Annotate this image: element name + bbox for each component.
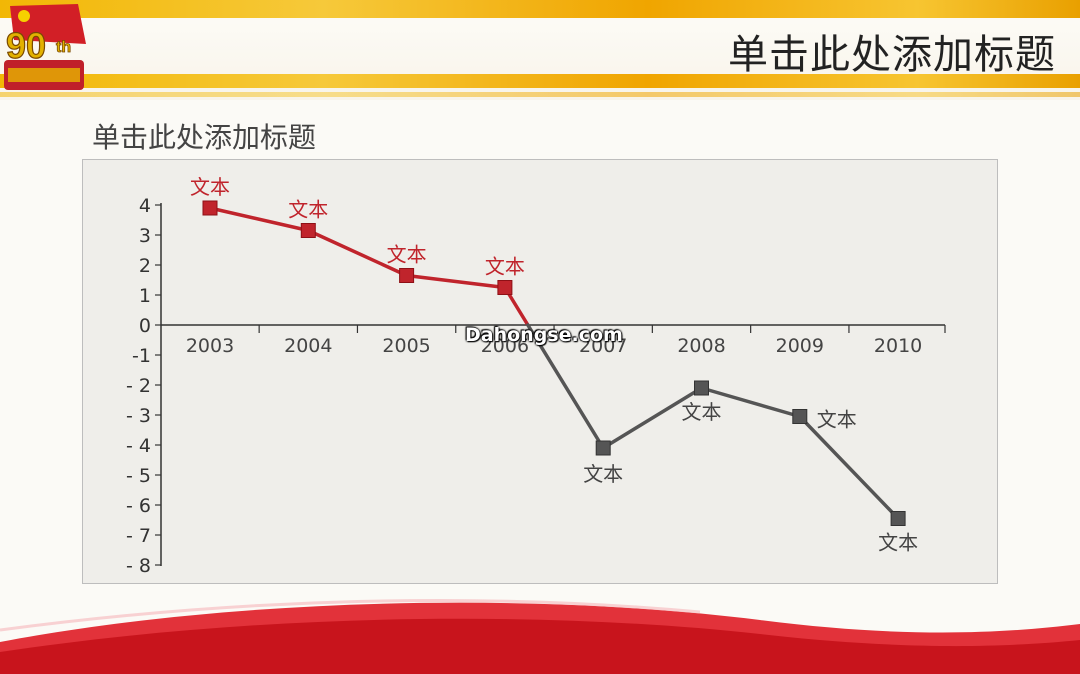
chart-area — [82, 159, 998, 584]
y-tick-label: -1 — [132, 345, 151, 367]
slide-title: 单击此处添加标题 — [92, 121, 317, 154]
svg-text:th: th — [56, 39, 71, 56]
header-stripe-thin — [0, 92, 1080, 97]
y-tick-label: - 6 — [126, 495, 151, 517]
anniversary-badge-logo: 90 th — [4, 4, 86, 90]
data-point-marker — [792, 409, 808, 424]
series-line-segment — [601, 386, 704, 450]
series-line-segment — [306, 228, 409, 278]
data-point-marker — [202, 200, 218, 216]
data-label: 文本 — [190, 175, 230, 199]
series-line-segment — [699, 386, 802, 419]
x-tick-label: 2005 — [382, 335, 430, 357]
header-bar: 90 th 单击此处添加标题 — [0, 0, 1080, 100]
y-tick-label: - 3 — [126, 405, 151, 427]
watermark: Dahongse.com — [465, 324, 623, 346]
data-label: 文本 — [288, 198, 328, 222]
x-tick-label: 2009 — [776, 335, 824, 357]
x-tick-label: 2007 — [579, 335, 627, 357]
series-line-segment — [404, 273, 507, 290]
data-label: 文本 — [682, 400, 722, 424]
series-line-segment — [798, 414, 900, 521]
x-tick-label: 2010 — [874, 335, 922, 357]
data-label: 文本 — [387, 243, 427, 267]
header-stripe-top — [0, 0, 1080, 18]
data-label: 文本 — [878, 531, 918, 555]
data-point-marker — [497, 280, 513, 295]
data-point-marker — [399, 268, 415, 283]
header-stripe-bottom — [0, 74, 1080, 88]
y-tick-label: 3 — [139, 225, 151, 247]
data-label: 文本 — [485, 255, 525, 279]
x-tick-label: 2006 — [481, 335, 529, 357]
y-tick-label: - 2 — [126, 375, 151, 397]
y-tick-label: - 4 — [126, 435, 151, 457]
data-point-marker — [300, 223, 316, 238]
data-point-marker — [694, 380, 709, 396]
y-tick-label: 1 — [139, 285, 151, 307]
data-point-marker — [595, 440, 611, 456]
y-tick-label: - 8 — [126, 555, 151, 577]
y-tick-label: - 5 — [126, 465, 151, 487]
y-tick-label: 4 — [139, 195, 151, 217]
data-point-marker — [890, 511, 906, 526]
svg-text:90: 90 — [6, 25, 46, 66]
data-label: 文本 — [817, 408, 857, 432]
y-tick-label: - 7 — [126, 525, 151, 547]
x-tick-label: 2008 — [677, 335, 725, 357]
x-tick-label: 2004 — [284, 335, 332, 357]
y-tick-label: 0 — [139, 315, 151, 337]
x-tick-label: 2003 — [186, 335, 234, 357]
header-title: 单击此处添加标题 — [728, 32, 1056, 78]
y-tick-label: 2 — [139, 255, 151, 277]
data-label: 文本 — [583, 462, 623, 486]
decorative-red-wave — [0, 598, 1080, 674]
series-line-segment — [208, 206, 311, 233]
series-line-segment — [526, 323, 605, 450]
